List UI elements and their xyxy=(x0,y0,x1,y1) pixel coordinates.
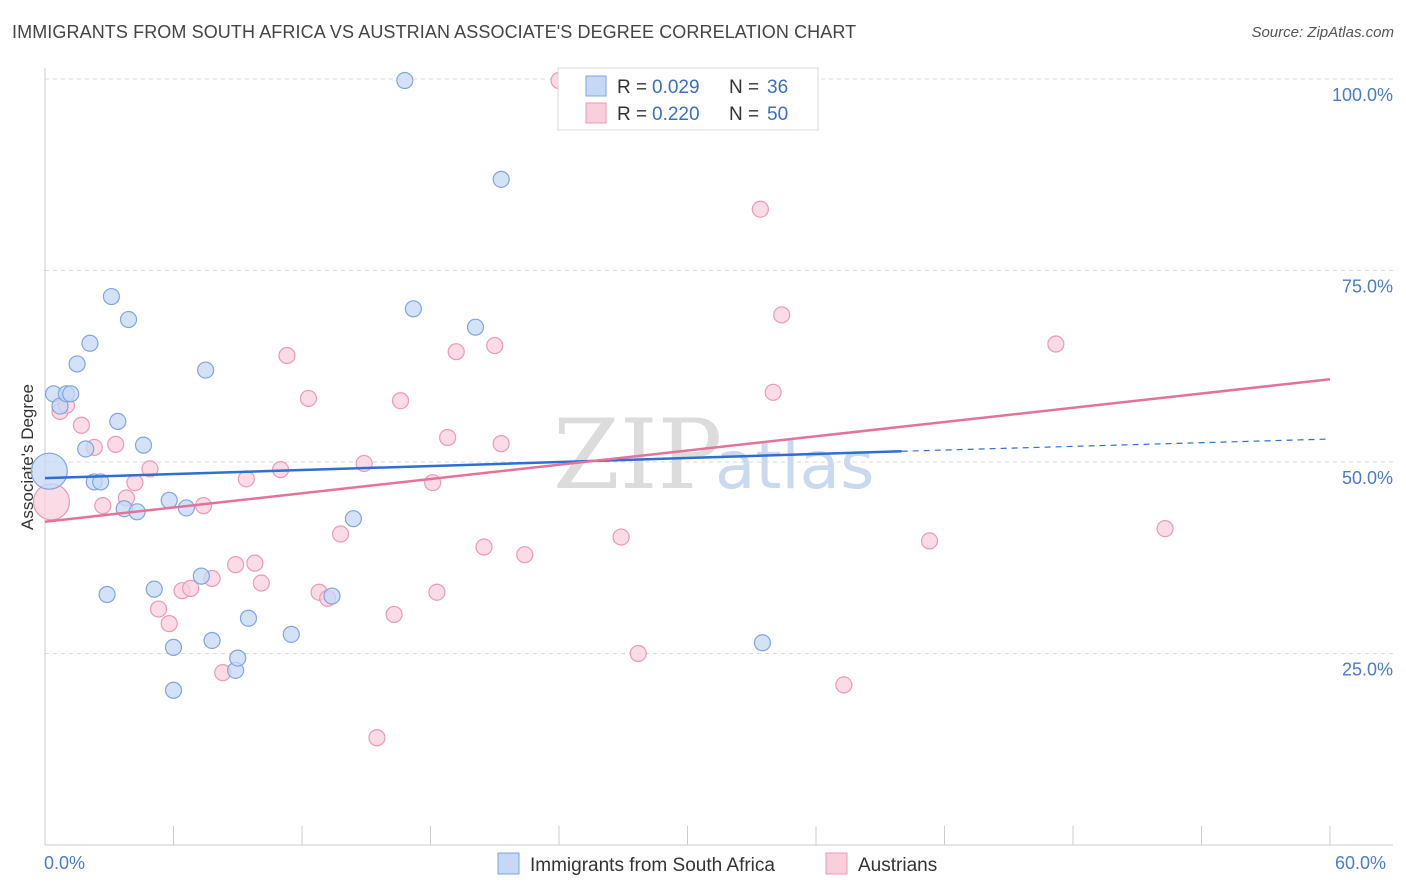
y-tick-label: 50.0% xyxy=(1342,468,1393,488)
south-africa-point xyxy=(62,385,80,403)
south-africa-point xyxy=(203,631,221,650)
stats-blue-n-value: 36 xyxy=(767,77,788,98)
austrians-point xyxy=(126,474,144,492)
austrians-point xyxy=(486,336,504,355)
south-africa-point xyxy=(164,638,183,656)
south-africa-point xyxy=(77,440,95,458)
austrians-point xyxy=(428,583,446,601)
south-africa-point xyxy=(229,649,247,667)
austrians-point xyxy=(475,538,493,556)
stats-box: R = 0.029 N = 36 R = 0.220 N = 50 xyxy=(557,67,819,131)
austrians-point xyxy=(391,392,410,410)
south-africa-trend-extension xyxy=(901,438,1331,452)
austrians-point xyxy=(516,546,534,564)
watermark: ZIP atlas xyxy=(553,399,875,511)
austrians-trend-line xyxy=(44,378,1331,523)
austrians-point xyxy=(1156,520,1174,538)
south-africa-point xyxy=(404,300,422,318)
austrians-point xyxy=(773,306,791,324)
chart-title: IMMIGRANTS FROM SOUTH AFRICA VS AUSTRIAN… xyxy=(12,22,857,42)
south-africa-point xyxy=(192,567,210,585)
south-africa-point xyxy=(239,609,258,627)
austrians-point xyxy=(385,605,403,624)
austrians-point xyxy=(439,428,457,447)
stats-pink-r-value: 0.220 xyxy=(652,104,700,125)
south-africa-point xyxy=(160,491,178,509)
south-africa-point xyxy=(68,355,86,373)
austrians-point xyxy=(252,574,270,592)
austrians-point xyxy=(246,554,264,572)
austrians-point xyxy=(331,525,350,543)
south-africa-point xyxy=(30,452,68,490)
stats-pink-n-value: 50 xyxy=(767,104,788,125)
austrians-point xyxy=(299,389,318,408)
south-africa-point xyxy=(164,681,183,699)
austrians-point xyxy=(237,470,255,488)
south-africa-point xyxy=(197,361,215,379)
south-africa-point xyxy=(344,510,362,528)
south-africa-point xyxy=(98,585,116,604)
austrians-point xyxy=(920,532,939,550)
south-africa-point xyxy=(92,473,110,491)
austrians-point xyxy=(94,497,112,515)
south-africa-point xyxy=(134,436,153,454)
stats-blue-r-label: R = xyxy=(617,77,647,98)
austrians-point xyxy=(182,579,200,597)
stats-blue-r-value: 0.029 xyxy=(652,77,700,98)
stats-pink-n-label: N = xyxy=(729,104,759,125)
austrians-point xyxy=(751,200,769,218)
x-tick-label-max: 60.0% xyxy=(1335,853,1386,873)
austrians-point xyxy=(629,644,647,663)
south-africa-point xyxy=(81,334,99,352)
legend: Immigrants from South Africa Austrians xyxy=(497,852,937,876)
austrians-point xyxy=(764,383,782,401)
austrians-point xyxy=(492,435,510,453)
legend-pink-label: Austrians xyxy=(858,855,937,876)
austrians-point xyxy=(278,346,296,365)
south-africa-point xyxy=(177,499,195,517)
gridlines xyxy=(45,78,1393,654)
south-africa-point xyxy=(102,287,120,306)
south-africa-point xyxy=(492,170,510,188)
south-africa-point xyxy=(466,318,485,336)
legend-blue-swatch xyxy=(497,852,520,875)
y-tick-labels: 25.0% 50.0% 75.0% 100.0% xyxy=(1332,85,1393,680)
austrians-point xyxy=(368,729,386,747)
south-africa-trend-line xyxy=(44,450,902,480)
trend-lines xyxy=(44,378,1331,523)
stats-pink-swatch xyxy=(585,102,607,124)
austrians-point xyxy=(141,460,159,478)
y-tick-label: 25.0% xyxy=(1342,660,1393,680)
austrians-point xyxy=(1047,335,1065,353)
stats-blue-n-label: N = xyxy=(729,77,759,98)
chart-source: Source: ZipAtlas.com xyxy=(1251,24,1394,41)
south-africa-point xyxy=(282,625,300,643)
austrians-point xyxy=(227,556,245,574)
x-tick-labels: 0.0% 60.0% xyxy=(44,853,1386,873)
stats-blue-swatch xyxy=(585,75,607,97)
austrians-point xyxy=(160,615,178,633)
stats-pink-r-label: R = xyxy=(617,104,647,125)
legend-blue-label: Immigrants from South Africa xyxy=(530,855,775,876)
south-africa-point xyxy=(145,580,163,598)
austrians-point xyxy=(612,528,630,546)
south-africa-point xyxy=(753,634,772,652)
x-tick-label-min: 0.0% xyxy=(44,853,85,873)
austrians-point xyxy=(447,343,465,361)
south-africa-point xyxy=(119,310,138,329)
y-tick-label: 100.0% xyxy=(1332,85,1393,105)
y-axis-title: Associate's Degree xyxy=(18,384,37,530)
austrians-point xyxy=(107,435,125,453)
austrians-point xyxy=(835,676,853,694)
y-tick-label: 75.0% xyxy=(1342,277,1393,297)
legend-pink-swatch xyxy=(825,852,848,875)
south-africa-point xyxy=(109,412,127,431)
south-africa-points xyxy=(30,71,772,699)
austrians-point xyxy=(72,416,91,434)
south-africa-point xyxy=(323,587,341,605)
south-africa-point xyxy=(396,71,414,90)
austrians-point xyxy=(149,600,168,618)
